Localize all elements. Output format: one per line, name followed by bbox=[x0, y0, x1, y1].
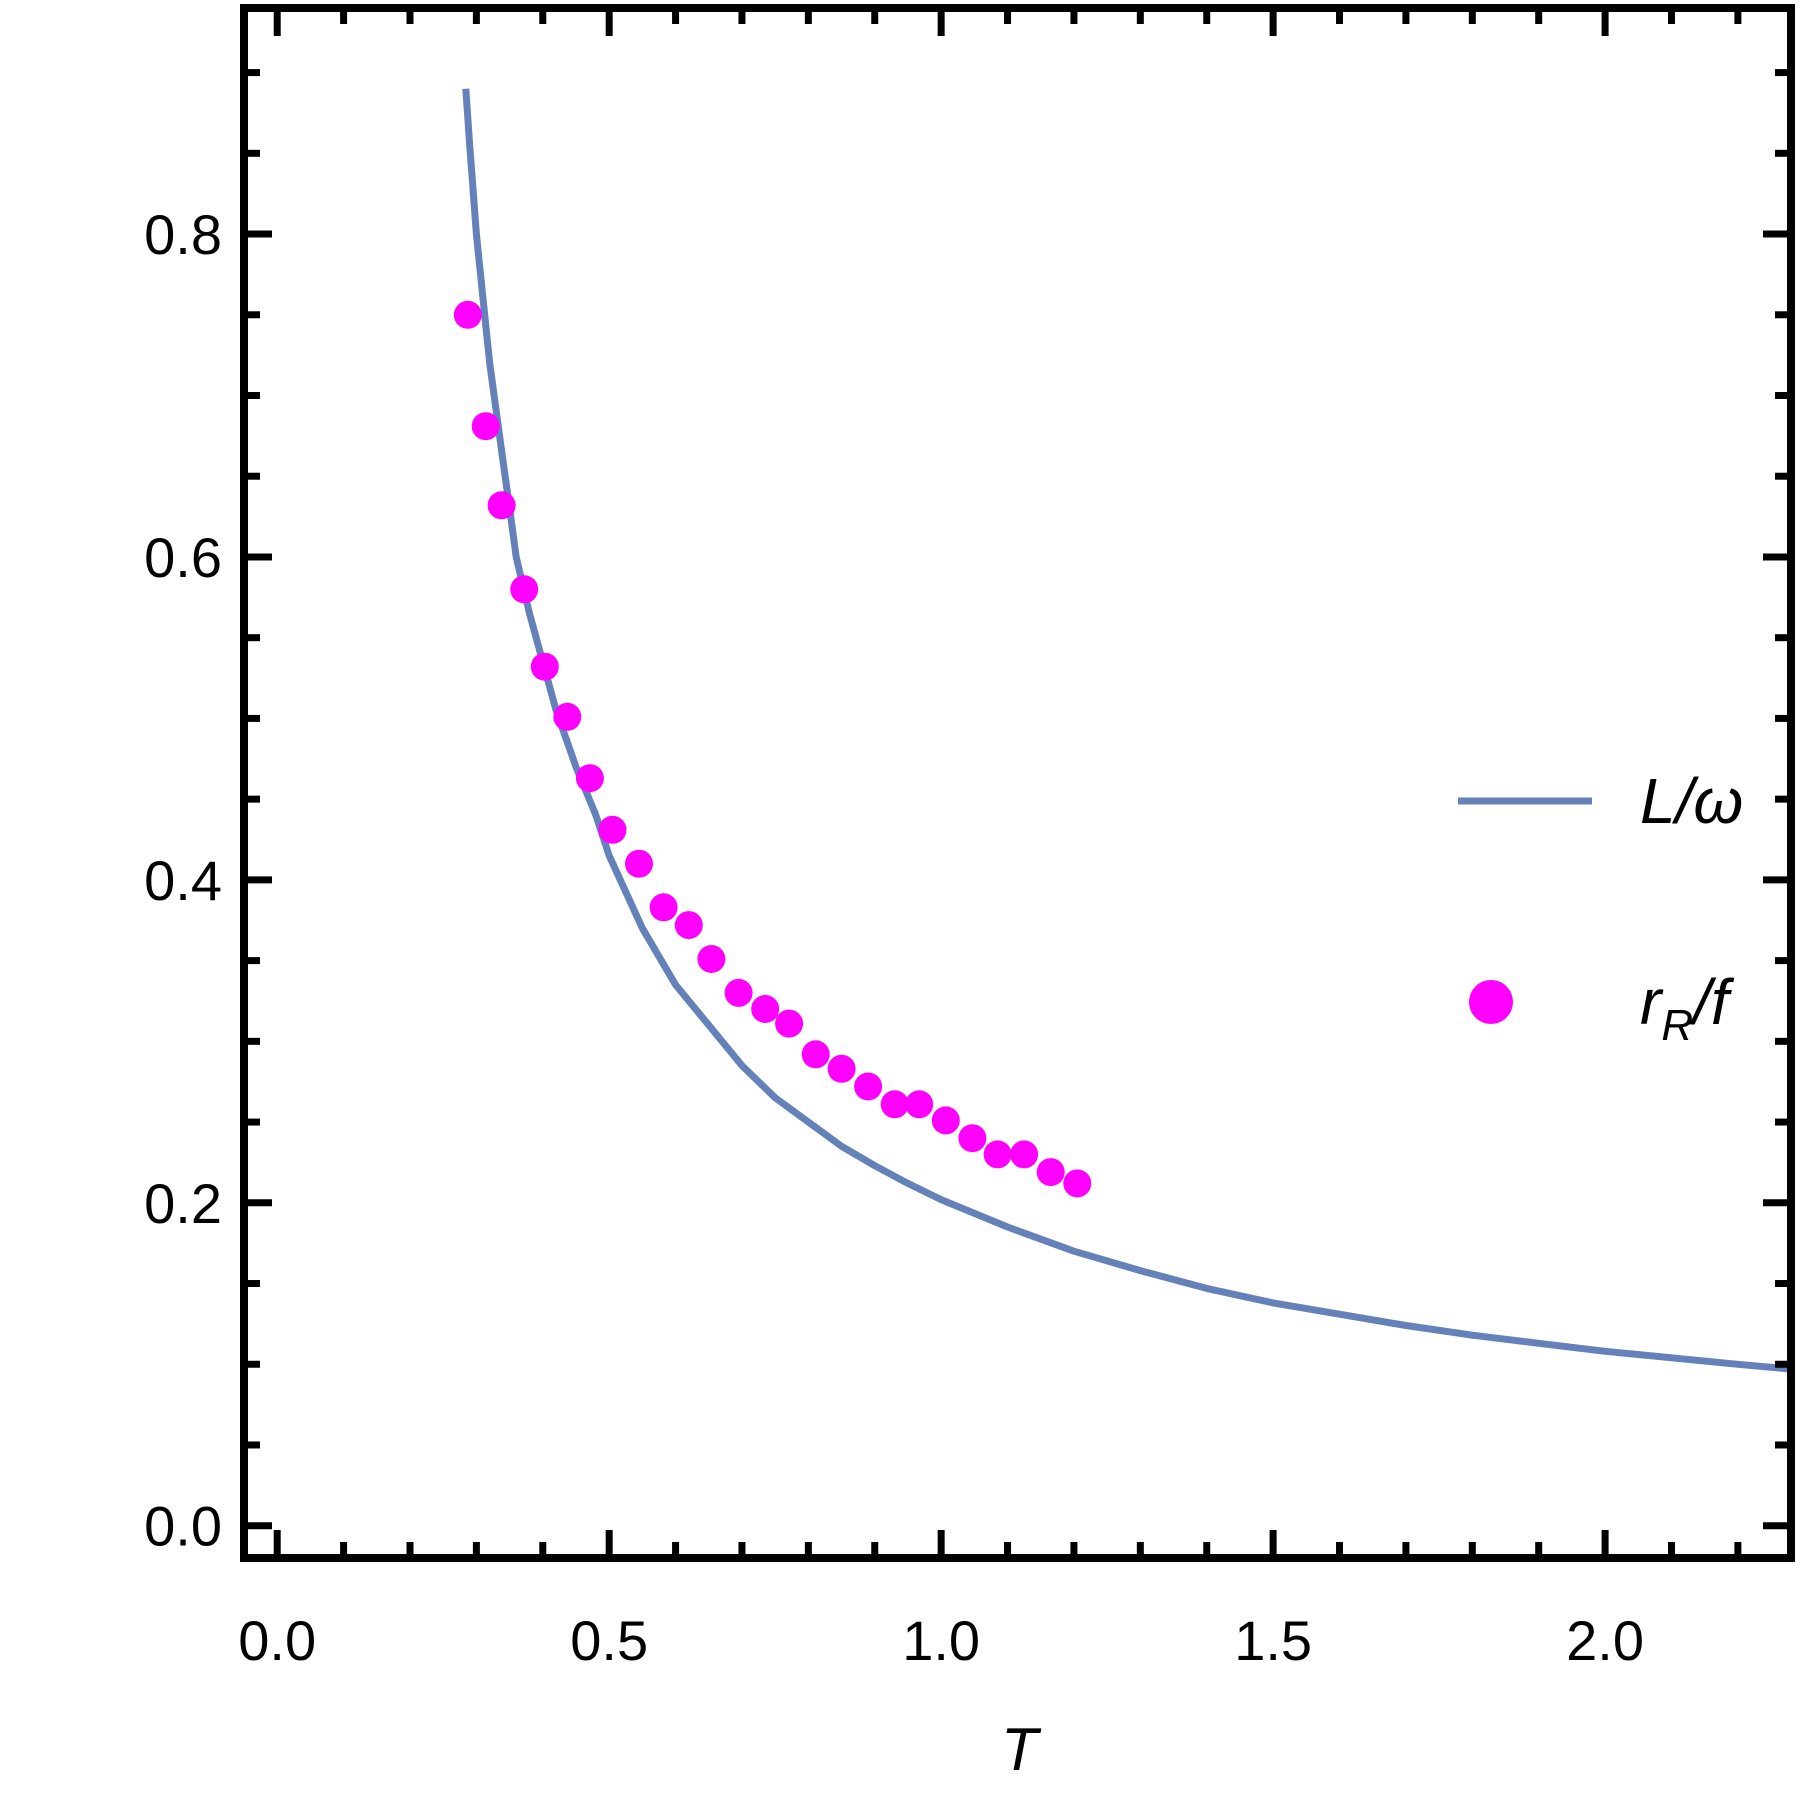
legend-label-1: rR/f bbox=[1640, 966, 1735, 1050]
data-point bbox=[958, 1124, 987, 1153]
data-point bbox=[801, 1040, 830, 1069]
plot-layer bbox=[453, 88, 1791, 1373]
y-tick-label: 0.4 bbox=[144, 849, 222, 912]
data-point bbox=[530, 652, 559, 681]
data-point bbox=[697, 945, 726, 973]
series-line-0 bbox=[462, 88, 1791, 1373]
data-point bbox=[827, 1054, 856, 1083]
label-layer: 0.0 0.5 1.0 1.5 2.0 0.0 0.2 0.4 0.6 0.8 bbox=[144, 203, 1644, 1672]
data-point bbox=[905, 1090, 934, 1119]
plot-frame bbox=[240, 4, 1795, 1562]
legend-point-swatch bbox=[1469, 980, 1513, 1024]
data-point bbox=[751, 995, 780, 1023]
x-tick-label: 1.5 bbox=[1234, 1609, 1312, 1672]
y-tick-label: 0.2 bbox=[144, 1172, 222, 1235]
legend: L/ω rR/f bbox=[1458, 765, 1743, 1050]
legend-label-tail: /f bbox=[1689, 966, 1735, 1038]
x-tick-label: 1.0 bbox=[902, 1609, 980, 1672]
data-point bbox=[880, 1090, 909, 1119]
x-tick-label: 0.0 bbox=[238, 1609, 316, 1672]
data-point bbox=[1010, 1140, 1039, 1169]
data-point bbox=[625, 849, 653, 878]
data-point bbox=[553, 702, 582, 731]
data-point bbox=[575, 764, 604, 793]
data-point bbox=[510, 575, 539, 604]
data-point bbox=[1036, 1158, 1065, 1187]
data-point bbox=[983, 1140, 1012, 1169]
legend-label-main: L/ω bbox=[1640, 765, 1743, 837]
x-tick-label: 2.0 bbox=[1566, 1609, 1644, 1672]
data-point bbox=[931, 1106, 960, 1135]
data-point bbox=[487, 491, 516, 520]
data-point bbox=[775, 1009, 804, 1038]
data-point bbox=[598, 815, 627, 844]
x-tick-label: 0.5 bbox=[570, 1609, 648, 1672]
legend-label-main: r bbox=[1640, 966, 1664, 1038]
y-tick-label: 0.8 bbox=[144, 203, 222, 266]
y-tick-label: 0.0 bbox=[144, 1495, 222, 1558]
data-point bbox=[724, 978, 753, 1007]
legend-label-0: L/ω bbox=[1640, 765, 1743, 837]
data-point bbox=[471, 412, 500, 441]
data-point bbox=[1063, 1169, 1092, 1198]
y-tick-label: 0.6 bbox=[144, 526, 222, 589]
legend-label-subscript: R bbox=[1661, 1001, 1693, 1050]
data-point bbox=[453, 300, 482, 329]
data-point bbox=[649, 893, 678, 922]
x-axis-label: T bbox=[1001, 1716, 1042, 1783]
data-point bbox=[674, 911, 703, 940]
data-point bbox=[854, 1072, 883, 1101]
